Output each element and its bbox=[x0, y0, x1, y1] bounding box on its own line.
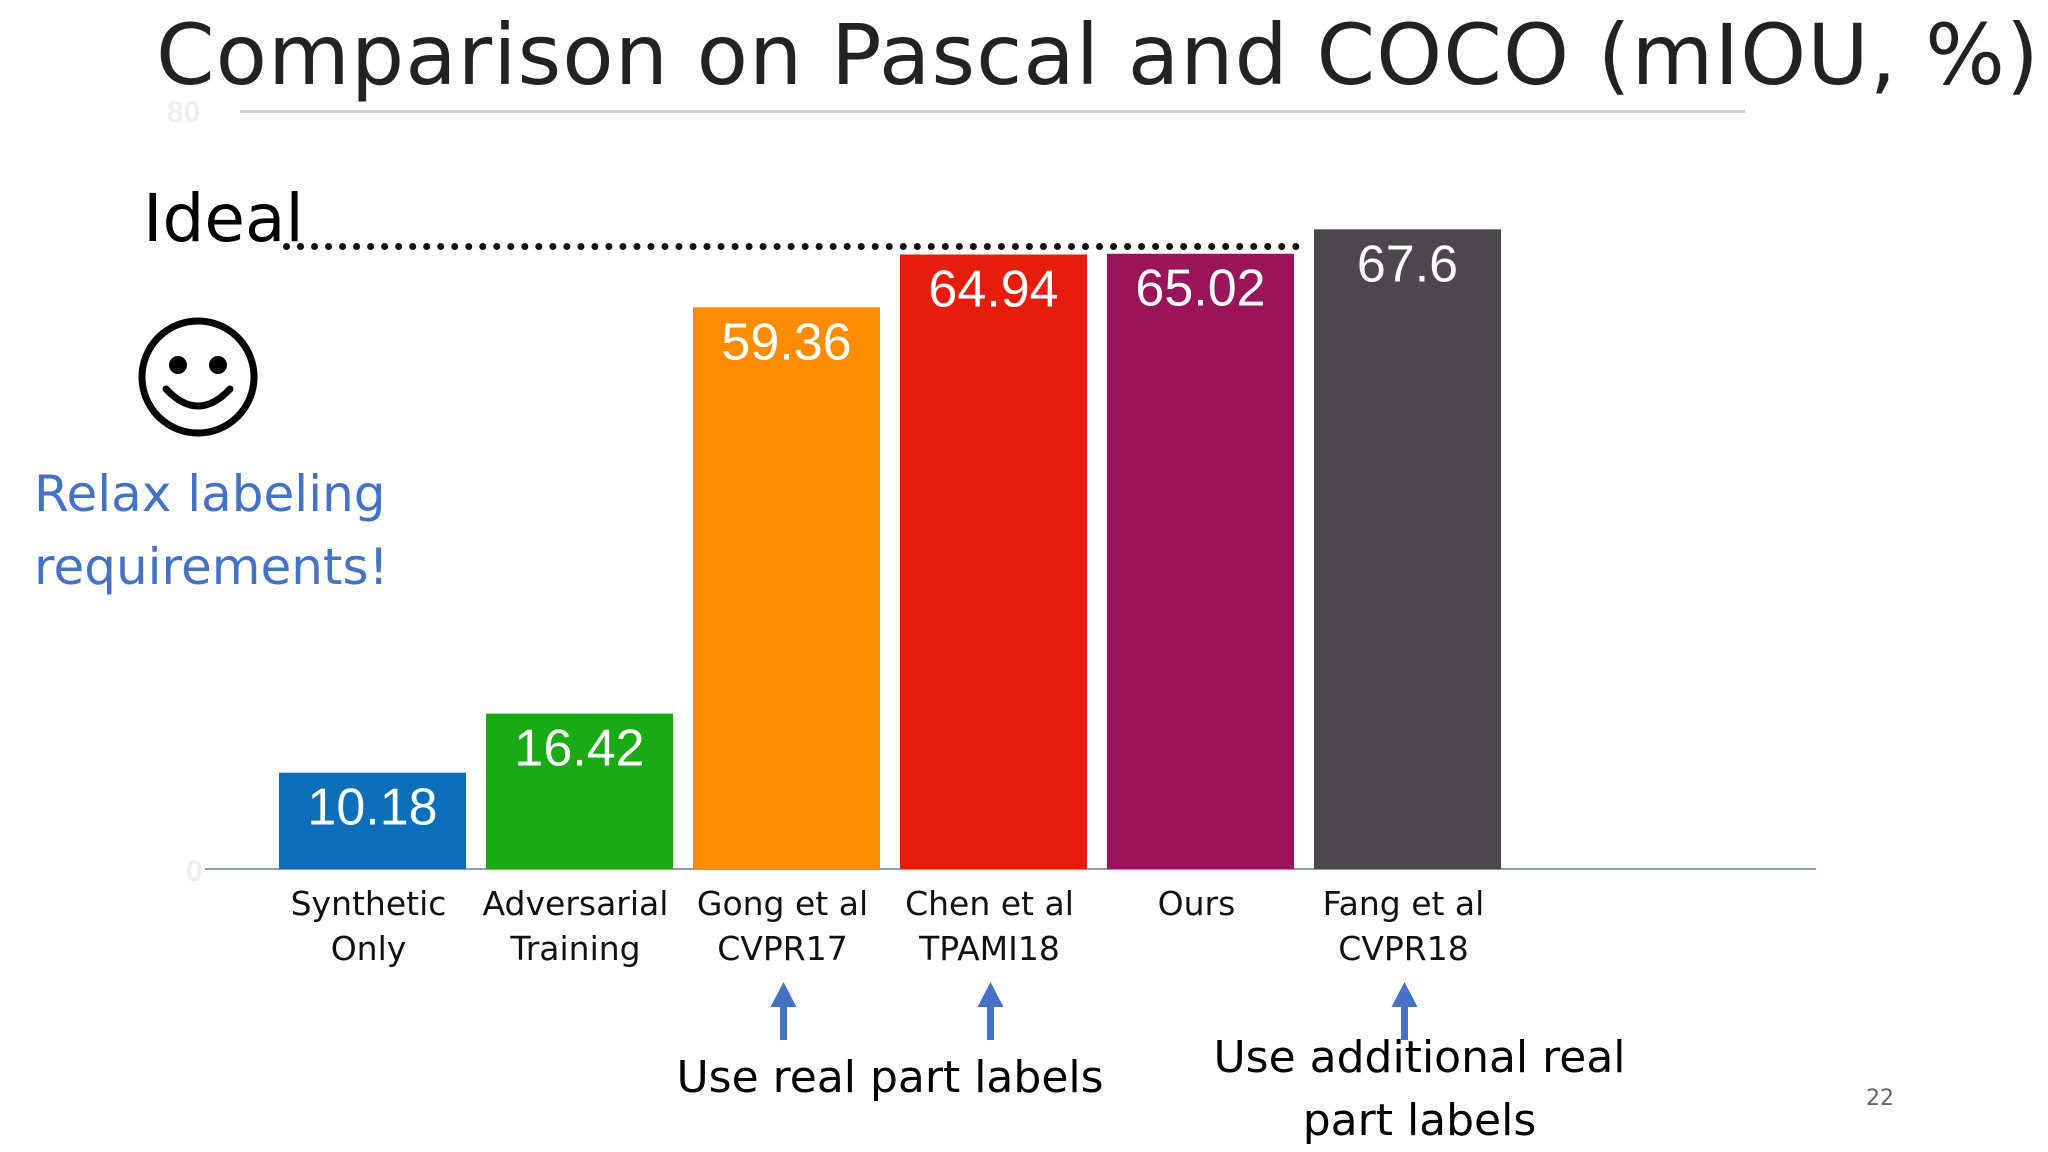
category-label-2-0: Gong et al bbox=[697, 884, 868, 923]
bar-1 bbox=[486, 713, 673, 869]
bar-3 bbox=[900, 254, 1087, 869]
bar-4 bbox=[1107, 253, 1294, 870]
category-label-3-0: Chen et al bbox=[905, 884, 1074, 923]
title-divider bbox=[240, 110, 1745, 113]
bar-value-label-4: 65.02 bbox=[1135, 260, 1265, 318]
category-label-2-1: CVPR17 bbox=[717, 929, 847, 968]
annotation-text-1-1: part labels bbox=[1303, 1095, 1537, 1146]
smiley-face-icon bbox=[138, 317, 258, 437]
bar-value-label-5: 67.6 bbox=[1357, 235, 1458, 293]
category-label-4-0: Ours bbox=[1158, 884, 1236, 923]
category-label-1-0: Adversarial bbox=[483, 884, 669, 923]
page-number: 22 bbox=[1866, 1086, 1894, 1111]
category-label-3-1: TPAMI18 bbox=[918, 929, 1060, 968]
annotation-text-1-0: Use additional real bbox=[1213, 1032, 1625, 1083]
category-label-0-1: Only bbox=[331, 929, 407, 968]
bar-value-label-3: 64.94 bbox=[928, 261, 1058, 319]
relax-note-line-2: requirements! bbox=[34, 538, 389, 596]
bar-value-label-0: 10.18 bbox=[307, 779, 437, 837]
relax-note-line-1: Relax labeling bbox=[34, 465, 386, 523]
annotation-text-0-0: Use real part labels bbox=[676, 1052, 1103, 1103]
ideal-label: Ideal bbox=[143, 180, 304, 257]
ideal-dotted-line bbox=[283, 243, 1300, 250]
category-label-0-0: Synthetic bbox=[291, 884, 447, 923]
annotation-arrow-head-1-0 bbox=[1391, 982, 1418, 1007]
bar-5 bbox=[1314, 229, 1501, 869]
category-label-5-1: CVPR18 bbox=[1338, 929, 1468, 968]
bar-0 bbox=[279, 772, 466, 869]
annotation-arrow-head-0-1 bbox=[977, 982, 1004, 1007]
category-label-5-0: Fang et al bbox=[1323, 884, 1485, 923]
slide-title: Comparison on Pascal and COCO (mIOU, %) bbox=[156, 6, 2040, 104]
y-tick-zero: 0 bbox=[186, 855, 203, 888]
y-tick-top: 80 bbox=[167, 96, 201, 129]
relax-labeling-note: Relax labeling requirements! bbox=[34, 458, 434, 604]
annotation-arrow-head-0-0 bbox=[770, 982, 797, 1007]
bar-2 bbox=[693, 307, 880, 869]
bar-value-label-1: 16.42 bbox=[514, 720, 644, 778]
category-label-1-1: Training bbox=[509, 929, 640, 968]
bar-value-label-2: 59.36 bbox=[721, 313, 851, 371]
